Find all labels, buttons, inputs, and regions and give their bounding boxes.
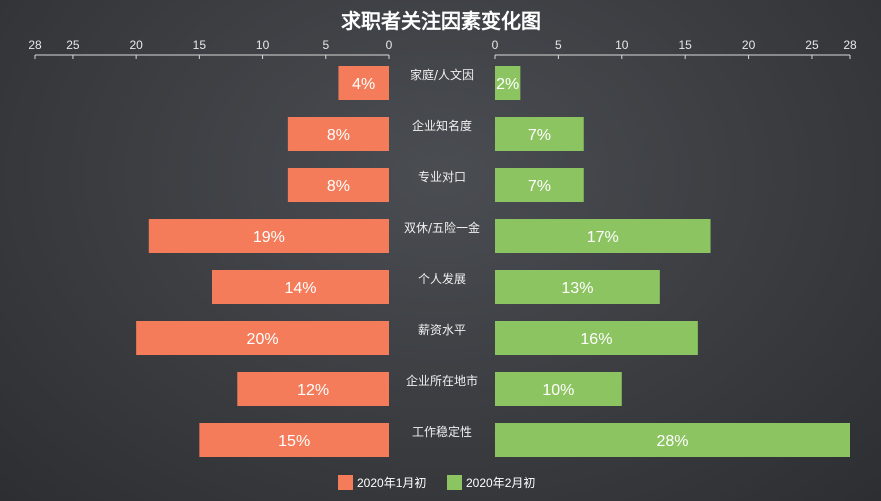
legend: 2020年1月初 2020年2月初 [338,475,535,490]
category-label: 工作稳定性 [412,424,472,439]
bar-feb [495,321,698,355]
data-label-feb: 2% [496,76,519,93]
data-label-jan: 20% [247,331,279,348]
axes: 28 25 20 15 10 5 0 0 5 10 15 20 25 28 [28,38,857,59]
bar-feb [495,270,660,304]
category-label: 薪资水平 [418,323,466,337]
left-axis-tick-label: 28 [28,38,42,52]
left-axis-tick-label: 20 [129,38,143,52]
data-label-jan: 15% [278,433,310,450]
bar-jan [212,270,389,304]
data-label-jan: 14% [284,280,316,297]
bar-feb [495,372,622,406]
category-label: 专业对口 [418,169,466,184]
bar-feb [495,66,521,100]
bar-jan [287,117,389,151]
right-axis-tick-label: 10 [615,38,629,52]
data-label-jan: 8% [327,178,350,195]
legend-swatch [447,475,462,490]
labels: 4% 2% 家庭/人文因 8% 7% 企业知名度 8% 7% 专业对口 19% 17% 双休/五险一金… [247,67,689,450]
bar-feb [495,219,711,253]
bars [136,66,850,457]
left-axis-tick-label: 0 [386,38,393,52]
bar-jan [199,423,389,457]
legend-swatch [338,475,353,490]
data-label-jan: 4% [352,76,375,93]
data-label-feb: 13% [561,280,593,297]
bar-jan [287,168,389,202]
category-label: 双休/五险一金 [404,220,480,235]
bar-jan [338,66,389,100]
left-axis-tick-label: 25 [66,38,80,52]
legend-label: 2020年1月初 [357,476,426,490]
bar-jan [237,372,389,406]
data-label-feb: 28% [656,433,688,450]
data-label-feb: 7% [528,178,551,195]
right-axis-tick-label: 0 [492,38,499,52]
left-axis-tick-label: 5 [322,38,329,52]
category-label: 企业所在地市 [406,373,478,388]
right-axis-tick-label: 15 [678,38,692,52]
right-axis-tick-label: 28 [843,38,857,52]
legend-label: 2020年2月初 [466,476,535,490]
bar-feb [495,423,850,457]
data-label-feb: 7% [528,127,551,144]
left-axis-tick-label: 10 [256,38,270,52]
category-label: 个人发展 [418,271,466,286]
right-axis-tick-label: 25 [805,38,819,52]
right-axis-tick-label: 20 [742,38,756,52]
category-label: 企业知名度 [412,118,472,133]
bar-feb [495,117,584,151]
bar-feb [495,168,584,202]
category-label: 家庭/人文因 [410,67,474,82]
bar-jan [136,321,389,355]
data-label-jan: 8% [327,127,350,144]
right-axis-tick-label: 5 [555,38,562,52]
left-axis-tick-label: 15 [193,38,207,52]
data-label-feb: 10% [542,382,574,399]
data-label-jan: 19% [253,229,285,246]
chart-title: 求职者关注因素变化图 [341,9,541,33]
data-label-feb: 16% [580,331,612,348]
data-label-feb: 17% [587,229,619,246]
data-label-jan: 12% [297,382,329,399]
bar-jan [148,219,389,253]
